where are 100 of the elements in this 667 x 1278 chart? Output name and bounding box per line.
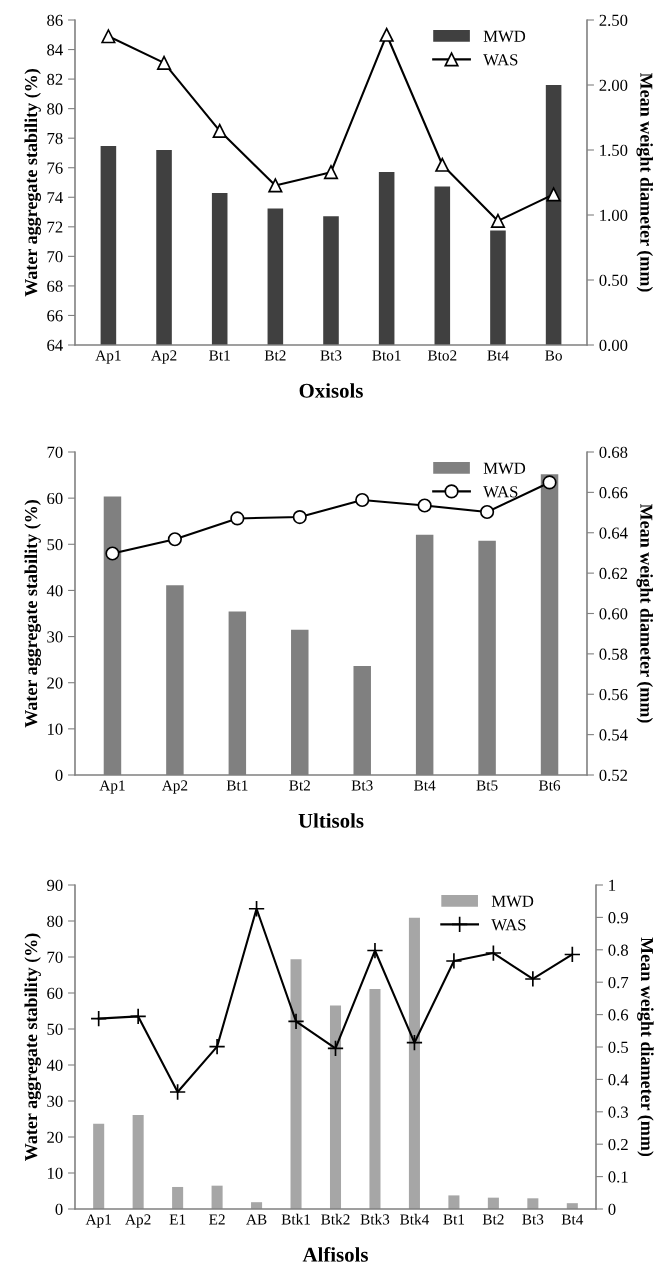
point	[212, 123, 227, 138]
y2-tick-label: 0	[608, 1203, 616, 1215]
x-axis-title: Ultisols	[298, 813, 364, 828]
bar	[172, 1186, 184, 1209]
x-tick-label: Bto2	[427, 350, 457, 361]
y2-tick-label: 0.68	[599, 446, 628, 459]
y2-tick-label: 0.5	[608, 1041, 628, 1054]
bar	[100, 146, 117, 345]
y-tick-label: 84	[47, 44, 63, 56]
y-tick-label: 40	[46, 585, 63, 597]
x-axis-title: Alfisols	[302, 1246, 368, 1262]
point	[248, 900, 266, 918]
point	[129, 1007, 147, 1025]
y-tick-label: 76	[47, 162, 63, 174]
x-tick-label: Bt1	[226, 780, 248, 791]
x-tick-label: Btk3	[360, 1213, 390, 1225]
y-tick-label: 66	[47, 310, 63, 322]
y2-tick-label: 0.4	[608, 1074, 629, 1086]
y-tick-label: 0	[55, 1203, 63, 1215]
x-tick-label: E1	[169, 1214, 186, 1225]
bar	[490, 230, 506, 345]
point	[105, 546, 120, 561]
y-tick-label: 86	[47, 14, 63, 26]
y-tick-label: 68	[47, 280, 63, 292]
point	[90, 1010, 108, 1028]
y2-tick-label: 2.00	[599, 79, 628, 92]
y-tick-label: 74	[47, 192, 63, 204]
y-tick-label: 60	[47, 492, 63, 505]
x-tick-label: Btk1	[281, 1213, 310, 1225]
y2-tick-label: 0.9	[608, 912, 628, 924]
y-tick-label: 70	[47, 951, 63, 963]
y2-tick-label: 1	[609, 879, 616, 891]
bar	[211, 1185, 223, 1209]
bar	[267, 208, 284, 345]
y-axis-title: Water aggregate stability (%)	[24, 500, 41, 728]
y-tick-label: 80	[47, 103, 63, 115]
x-tick-label: Bt4	[561, 1214, 584, 1225]
y-tick-label: 90	[47, 879, 63, 891]
bar	[156, 150, 172, 345]
point	[292, 509, 307, 525]
x-tick-label: Bo	[545, 350, 562, 361]
x-tick-label: Ap2	[125, 1214, 151, 1228]
point	[156, 55, 172, 70]
y-tick-label: 10	[47, 1167, 63, 1179]
point	[379, 27, 394, 42]
bar	[527, 1198, 539, 1209]
x-tick-label: Bt3	[351, 780, 373, 791]
point	[208, 1038, 226, 1056]
y2-tick-label: 0.7	[608, 976, 629, 989]
x-tick-label: Bt2	[289, 780, 310, 791]
y-tick-label: 64	[47, 339, 63, 351]
y2-tick-label: 0.1	[608, 1171, 628, 1183]
y2-tick-label: 0.60	[599, 608, 628, 620]
x-tick-label: Bt4	[487, 350, 509, 361]
y2-tick-label: 0.56	[599, 688, 628, 701]
y2-tick-label: 0.52	[599, 769, 628, 782]
x-tick-label: Bt2	[482, 1214, 504, 1225]
x-tick-label: Ap1	[85, 1214, 111, 1228]
bar	[408, 917, 420, 1209]
y2-tick-label: 0.54	[599, 729, 628, 741]
legend-label: MWD	[483, 462, 526, 474]
y2-tick-label: 0.58	[599, 648, 628, 660]
point	[405, 1034, 423, 1052]
y-tick-label: 60	[47, 987, 63, 999]
x-tick-label: Ap1	[99, 780, 125, 794]
point	[490, 213, 506, 228]
bar	[211, 192, 228, 345]
legend-label: WAS	[491, 919, 526, 931]
y2-axis-title: Mean weight diameter (mm)	[636, 72, 653, 292]
x-tick-label: Btk2	[321, 1213, 350, 1225]
x-tick-label: Btk4	[400, 1213, 430, 1225]
point	[484, 944, 502, 962]
bar	[290, 959, 302, 1209]
y-tick-label: 30	[47, 1095, 63, 1107]
point	[323, 165, 339, 180]
x-tick-label: Bt1	[443, 1214, 465, 1225]
y-tick-label: 30	[47, 631, 63, 643]
y2-tick-label: 1.00	[600, 209, 628, 222]
point	[546, 187, 561, 202]
x-tick-label: Bto1	[372, 350, 401, 361]
bar	[434, 186, 451, 345]
point	[563, 946, 581, 963]
y2-tick-label: 0.66	[599, 487, 628, 499]
point	[355, 492, 370, 508]
legend-label: MWD	[483, 30, 526, 42]
y2-tick-label: 0.00	[599, 339, 628, 352]
y2-axis-title: Mean weight diameter (mm)	[637, 937, 654, 1157]
x-tick-label: Bt4	[414, 780, 436, 791]
y-tick-label: 0	[55, 769, 63, 781]
y-tick-label: 72	[47, 221, 63, 233]
point	[230, 511, 245, 526]
point	[542, 475, 557, 490]
bar	[545, 85, 562, 345]
x-tick-label: Ap2	[161, 780, 188, 794]
bar	[323, 216, 339, 345]
point	[169, 1083, 187, 1101]
x-tick-label: AB	[246, 1214, 267, 1225]
legend-label: MWD	[491, 895, 534, 907]
x-tick-label: E2	[209, 1214, 225, 1225]
bar	[378, 172, 395, 345]
